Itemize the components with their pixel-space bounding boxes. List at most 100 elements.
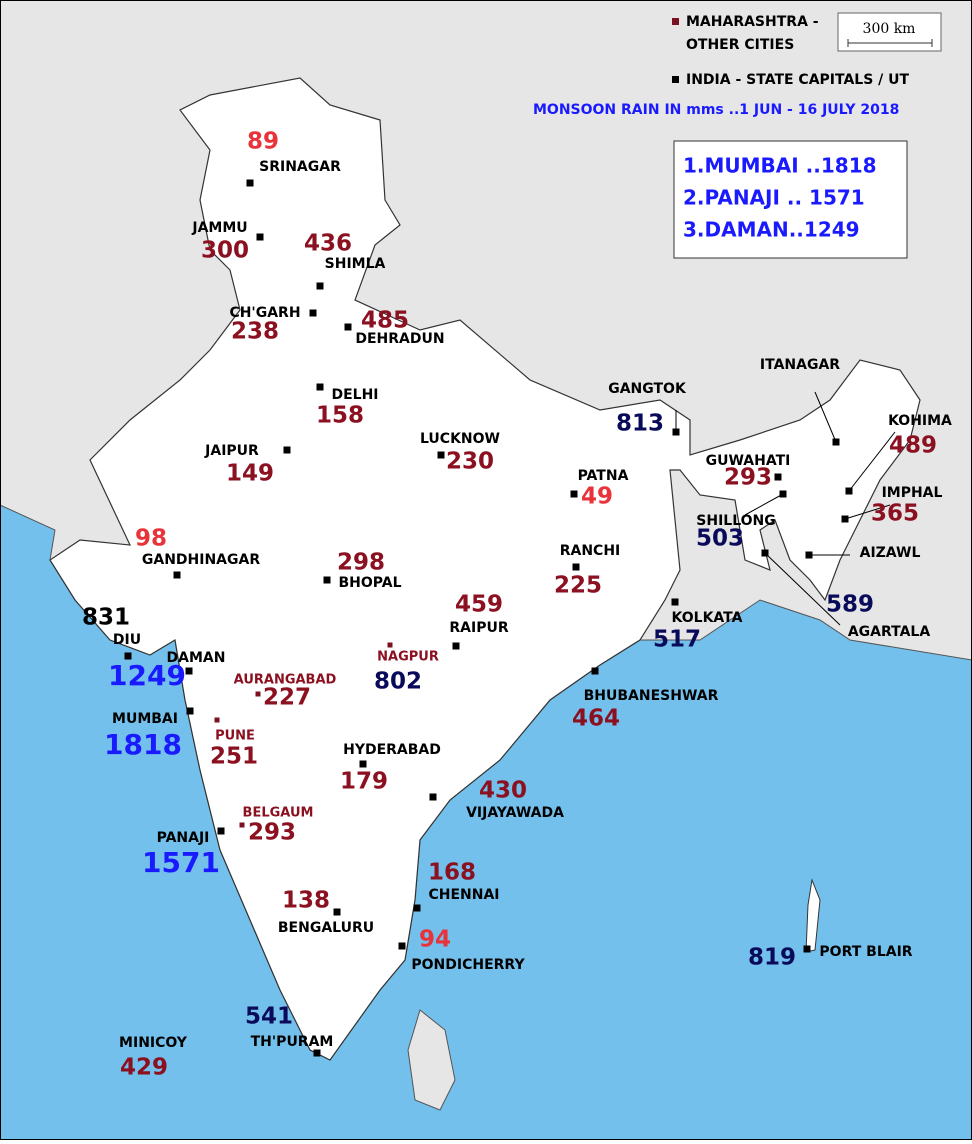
city-name: DELHI	[331, 387, 378, 403]
city-marker	[591, 667, 599, 675]
rainfall-value: 225	[554, 573, 602, 599]
city-marker	[323, 576, 331, 584]
rainfall-value: 149	[226, 461, 274, 487]
rainfall-value: 517	[653, 627, 701, 653]
city-name: PUNE	[215, 729, 255, 744]
leader-line	[848, 431, 896, 492]
city-name: RAIPUR	[449, 620, 508, 636]
city-marker	[313, 1049, 321, 1057]
rainfall-value: 1249	[108, 659, 186, 692]
rainfall-value: 831	[82, 605, 130, 631]
city-name: DEHRADUN	[355, 331, 444, 347]
city-marker	[398, 942, 406, 950]
rainfall-value: 459	[455, 592, 503, 618]
city-marker	[359, 760, 367, 768]
city-name: BELGAUM	[243, 806, 314, 821]
city-marker	[429, 793, 437, 801]
city-name: SRINAGAR	[259, 159, 341, 175]
top-list-item: 1.MUMBAI ..1818	[683, 154, 877, 178]
rainfall-value: 230	[446, 449, 494, 475]
city-name: MUMBAI	[112, 711, 178, 727]
city-marker	[214, 717, 220, 723]
city-marker	[841, 515, 849, 523]
city-name: GANGTOK	[608, 381, 687, 397]
rainfall-value: 238	[231, 319, 279, 345]
rainfall-value: 94	[419, 927, 451, 953]
city-marker	[805, 551, 813, 559]
city-marker	[779, 490, 787, 498]
rainfall-value: 813	[616, 411, 664, 437]
rainfall-value: 365	[871, 501, 919, 527]
city-marker	[344, 323, 352, 331]
legend-label: INDIA - STATE CAPITALS / UT	[686, 72, 910, 88]
rainfall-value: 489	[889, 433, 937, 459]
city-marker	[316, 383, 324, 391]
leader-line	[814, 391, 837, 443]
city-marker	[217, 827, 225, 835]
city-marker	[256, 233, 264, 241]
city-name: AURANGABAD	[234, 673, 337, 688]
rainfall-value: 168	[428, 860, 476, 886]
city-marker	[570, 490, 578, 498]
city-name: DAMAN	[167, 650, 226, 666]
city-name: NAGPUR	[377, 650, 439, 665]
city-marker	[387, 642, 393, 648]
city-name: PATNA	[578, 468, 629, 484]
city-name: CHENNAI	[428, 887, 499, 903]
legend-label: OTHER CITIES	[686, 37, 794, 53]
city-marker	[572, 563, 580, 571]
city-marker	[246, 179, 254, 187]
city-name: HYDERABAD	[343, 742, 441, 758]
city-name: AGARTALA	[848, 624, 931, 640]
city-marker	[186, 707, 194, 715]
rainfall-value: 1571	[142, 846, 220, 879]
city-name: LUCKNOW	[420, 431, 500, 447]
city-marker	[333, 908, 341, 916]
city-marker	[316, 282, 324, 290]
city-name: PANAJI	[157, 830, 210, 846]
top-list-box	[673, 140, 908, 259]
city-marker	[832, 438, 840, 446]
rainfall-value: 293	[248, 820, 296, 846]
india	[49, 77, 921, 1061]
legend-marker	[672, 18, 679, 25]
rainfall-value: 429	[120, 1055, 168, 1081]
city-marker	[437, 451, 445, 459]
rainfall-value: 49	[581, 484, 613, 510]
city-name: JAIPUR	[204, 443, 259, 459]
top-list-item: 2.PANAJI .. 1571	[683, 186, 865, 210]
rainfall-value: 485	[361, 308, 409, 334]
rainfall-value: 158	[316, 403, 364, 429]
leader-line	[764, 552, 841, 626]
scale-box	[837, 12, 942, 52]
city-name: SHILLONG	[696, 513, 775, 529]
sri-lanka	[407, 1009, 456, 1111]
city-name: ITANAGAR	[760, 357, 840, 373]
rainfall-value: 503	[696, 526, 744, 552]
city-name: TH'PURAM	[251, 1034, 334, 1050]
rainfall-value: 251	[210, 744, 258, 770]
rainfall-value: 1818	[104, 728, 182, 761]
city-marker	[672, 428, 680, 436]
city-name: CH'GARH	[229, 305, 300, 321]
city-marker	[671, 598, 679, 606]
city-marker	[173, 571, 181, 579]
top-list-item: 3.DAMAN..1249	[683, 218, 860, 242]
rainfall-value: 179	[340, 769, 388, 795]
city-marker	[185, 667, 193, 675]
city-marker	[774, 473, 782, 481]
rainfall-value: 89	[247, 129, 279, 155]
city-name: JAMMU	[191, 220, 247, 236]
city-name: BENGALURU	[278, 920, 374, 936]
legend-marker	[672, 76, 679, 83]
city-marker	[803, 945, 811, 953]
rainfall-value: 430	[479, 778, 527, 804]
city-marker	[452, 642, 460, 650]
scale-label: 300 km	[863, 21, 916, 37]
city-name: BHUBANESHWAR	[584, 688, 719, 704]
city-marker	[239, 822, 245, 828]
city-name: PORT BLAIR	[819, 944, 912, 960]
city-marker	[255, 691, 261, 697]
city-name: AIZAWL	[860, 545, 921, 561]
city-name: IMPHAL	[882, 485, 943, 501]
